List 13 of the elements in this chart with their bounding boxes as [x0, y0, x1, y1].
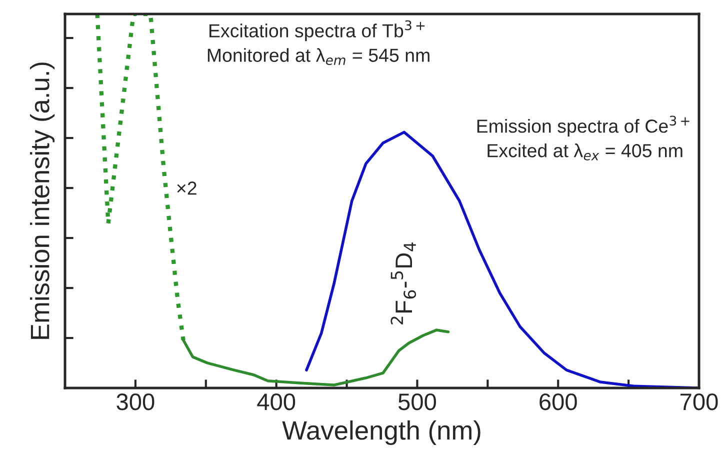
annotation: Monitored at λ$_{em}$ = 545 nm: [208, 48, 430, 66]
x-tick-label: 600: [540, 393, 577, 410]
annotation: Emission spectra of Ce$^{3+}$: [477, 116, 690, 137]
annotation: ×2: [177, 182, 196, 195]
x-tick-label: 500: [398, 393, 436, 410]
x-tick-label: 400: [257, 393, 296, 410]
x-tick-label: 300: [116, 393, 154, 410]
x-tick-label: 700: [680, 393, 718, 410]
annotation: $^{2}$F$_{6}$-$^{5}$D$_{4}$: [390, 242, 416, 324]
x-axis-title: Wavelength (nm): [282, 420, 480, 446]
y-axis-title: Emission intensity (a.u.): [30, 62, 55, 339]
annotation: Excited at λ$_{ex}$ = 405 nm: [488, 144, 682, 160]
annotation: Excitation spectra of Tb$^{3+}$: [210, 20, 425, 42]
